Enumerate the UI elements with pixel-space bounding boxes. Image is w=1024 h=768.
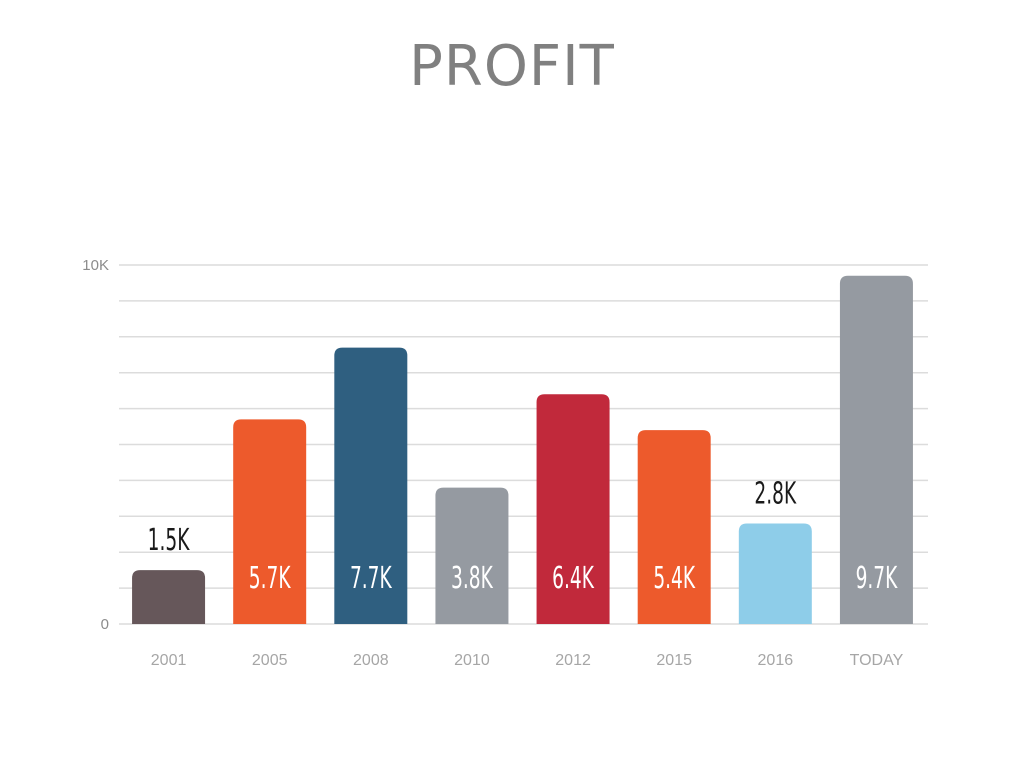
- x-tick-label: 2005: [252, 652, 288, 669]
- data-labels: 1.5K 5.7K 7.7K 3.8K 6.4K 5.4K 2.8K 9.7K: [148, 476, 898, 595]
- data-label: 1.5K: [148, 523, 190, 558]
- bar-today: [839, 275, 913, 624]
- chart-title: PROFIT: [409, 34, 615, 99]
- x-axis: 2001 2005 2008 2010 2012 2015 2016 TODAY: [151, 652, 904, 669]
- bar-2010: [435, 487, 509, 624]
- x-tick-label: TODAY: [850, 652, 904, 669]
- x-tick-label: 2001: [151, 652, 187, 669]
- y-axis: 0 10K: [82, 257, 109, 633]
- bar-2001: [132, 570, 206, 624]
- y-tick-label: 0: [101, 616, 109, 633]
- bar-2008: [334, 347, 408, 624]
- bar-2012: [536, 394, 610, 624]
- bar-2005: [233, 419, 307, 624]
- bar-2016: [738, 523, 812, 624]
- x-tick-label: 2016: [758, 652, 794, 669]
- bars: [132, 275, 913, 624]
- x-tick-label: 2008: [353, 652, 389, 669]
- data-label: 7.7K: [350, 560, 392, 595]
- y-tick-label: 10K: [82, 257, 109, 274]
- x-tick-label: 2012: [555, 652, 591, 669]
- x-tick-label: 2015: [656, 652, 692, 669]
- data-label: 5.7K: [249, 560, 291, 595]
- bar-2015: [637, 430, 711, 624]
- data-label: 6.4K: [552, 560, 594, 595]
- data-label: 2.8K: [754, 476, 796, 511]
- data-label: 5.4K: [653, 560, 695, 595]
- x-tick-label: 2010: [454, 652, 490, 669]
- data-label: 9.7K: [856, 560, 898, 595]
- data-label: 3.8K: [451, 560, 493, 595]
